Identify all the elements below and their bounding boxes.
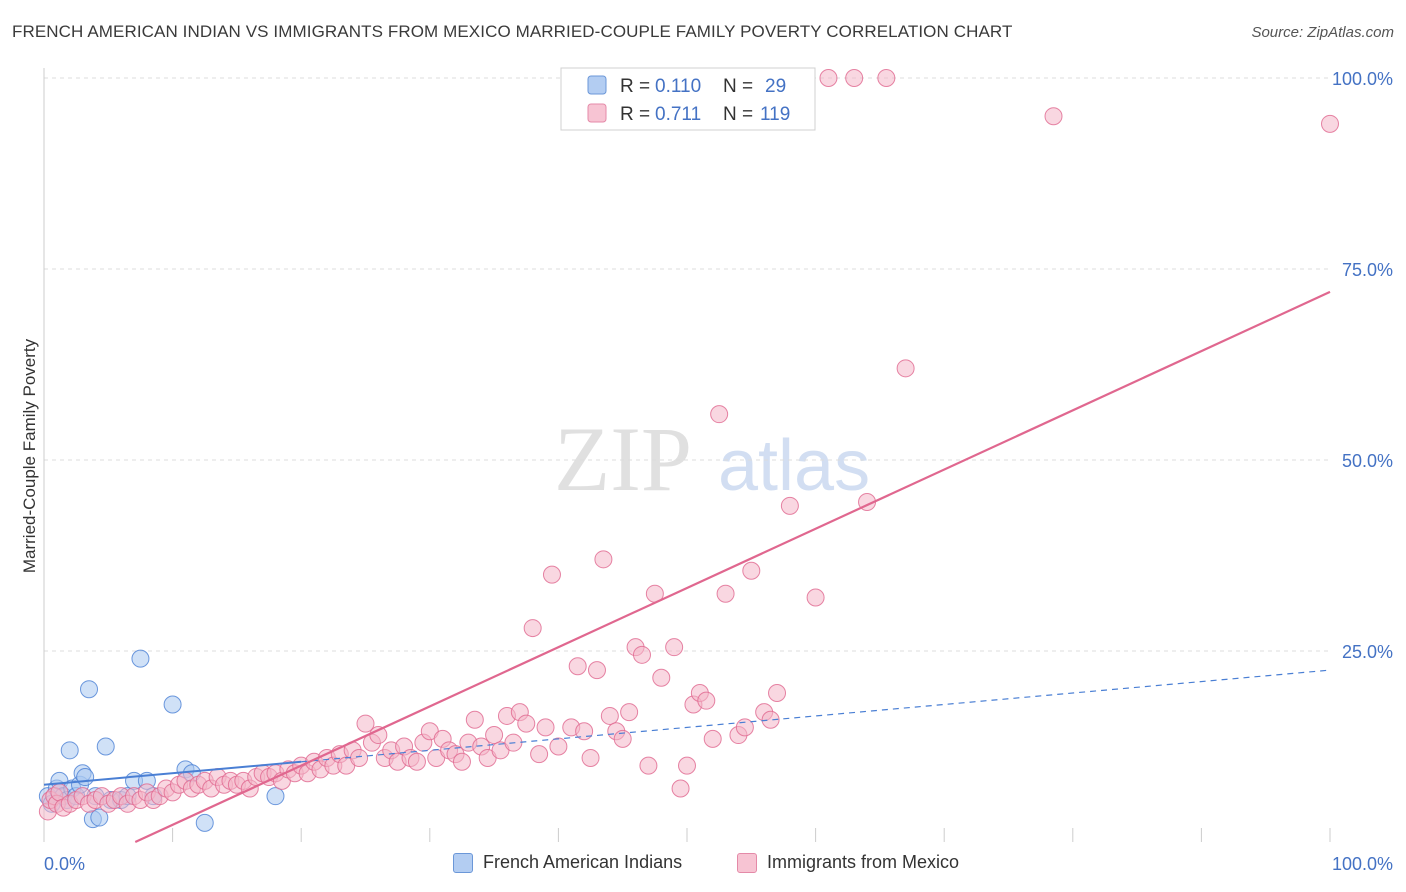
tick-labels: 25.0% 50.0% 75.0% 100.0% 0.0% 100.0% — [44, 69, 1393, 874]
trend-line-immigrants-from-mexico — [134, 290, 1331, 843]
legend-swatch-french-american-indians — [453, 852, 473, 873]
correlation-legend: R = 0.110 N = 29 R = 0.711 N = 119 — [560, 67, 816, 131]
watermark-zip: ZIP — [554, 408, 692, 510]
point-immigrants-from-mexico-69 — [465, 710, 484, 729]
series-legend: French American Indians Immigrants from … — [0, 852, 1406, 878]
legend-n-value-blue: 29 — [765, 76, 786, 97]
point-immigrants-from-mexico-92 — [620, 703, 639, 722]
point-french-american-indians-6 — [60, 741, 79, 760]
point-french-american-indians-12 — [80, 680, 99, 699]
point-immigrants-from-mexico-118 — [845, 69, 864, 87]
y-tick-label-25: 25.0% — [1342, 642, 1393, 662]
watermark-atlas: atlas — [718, 426, 870, 506]
trend-line-french-american-indians-solid — [43, 760, 302, 786]
point-immigrants-from-mexico-79 — [530, 745, 549, 764]
point-french-american-indians-16 — [96, 737, 115, 756]
point-immigrants-from-mexico-51 — [350, 748, 369, 767]
point-immigrants-from-mexico-99 — [671, 779, 690, 798]
point-immigrants-from-mexico-97 — [652, 668, 671, 687]
point-immigrants-from-mexico-81 — [542, 565, 561, 584]
point-immigrants-from-mexico-95 — [639, 756, 658, 775]
point-immigrants-from-mexico-104 — [703, 729, 722, 748]
source-label: Source: ZipAtlas.com — [1251, 24, 1394, 41]
chart-title: FRENCH AMERICAN INDIAN VS IMMIGRANTS FRO… — [12, 22, 1013, 41]
point-french-american-indians-24 — [163, 695, 182, 714]
point-immigrants-from-mexico-121 — [1321, 114, 1339, 133]
point-immigrants-from-mexico-119 — [877, 69, 896, 87]
legend-n-label-blue: N = — [723, 76, 753, 97]
gridlines — [44, 77, 1330, 652]
point-french-american-indians-27 — [195, 813, 214, 832]
trend-lines — [43, 290, 1331, 843]
point-immigrants-from-mexico-98 — [665, 638, 684, 657]
point-immigrants-from-mexico-111 — [768, 684, 787, 703]
legend-r-label-blue: R = — [620, 76, 650, 97]
point-immigrants-from-mexico-117 — [819, 69, 838, 87]
point-immigrants-from-mexico-80 — [536, 718, 555, 737]
point-immigrants-from-mexico-60 — [407, 752, 426, 771]
point-immigrants-from-mexico-77 — [517, 714, 536, 733]
legend-r-value-pink: 0.711 — [655, 104, 701, 125]
point-immigrants-from-mexico-105 — [716, 584, 735, 603]
point-immigrants-from-mexico-86 — [581, 748, 600, 767]
point-immigrants-from-mexico-84 — [568, 657, 587, 676]
point-immigrants-from-mexico-91 — [613, 729, 632, 748]
legend-r-label-pink: R = — [620, 104, 650, 125]
point-immigrants-from-mexico-85 — [575, 722, 594, 741]
point-immigrants-from-mexico-120 — [1044, 107, 1063, 126]
point-immigrants-from-mexico-115 — [896, 359, 915, 378]
point-french-american-indians-11 — [76, 768, 95, 787]
legend-item-french-american-indians: French American Indians — [453, 852, 682, 873]
point-immigrants-from-mexico-113 — [806, 588, 825, 607]
point-immigrants-from-mexico-116 — [710, 405, 729, 424]
legend-label-immigrants-from-mexico: Immigrants from Mexico — [767, 852, 960, 872]
legend-n-value-pink: 119 — [760, 104, 790, 125]
point-immigrants-from-mexico-108 — [742, 561, 761, 580]
point-french-american-indians-15 — [90, 808, 109, 827]
data-points — [38, 69, 1339, 832]
point-immigrants-from-mexico-52 — [356, 714, 375, 733]
legend-r-value-blue: 0.110 — [655, 76, 701, 97]
point-french-american-indians-28 — [266, 787, 285, 806]
point-immigrants-from-mexico-100 — [678, 756, 696, 775]
x-tick-label-0: 0.0% — [44, 854, 85, 874]
point-immigrants-from-mexico-88 — [594, 550, 613, 569]
axes — [43, 68, 1331, 842]
point-immigrants-from-mexico-78 — [523, 619, 542, 638]
legend-label-french-american-indians: French American Indians — [483, 852, 683, 872]
point-immigrants-from-mexico-103 — [697, 691, 716, 710]
point-immigrants-from-mexico-94 — [632, 645, 651, 664]
legend-swatch-immigrants-from-mexico — [737, 852, 757, 873]
point-immigrants-from-mexico-67 — [452, 752, 471, 771]
legend-swatch-blue — [587, 75, 607, 95]
point-immigrants-from-mexico-82 — [549, 737, 568, 756]
point-immigrants-from-mexico-72 — [485, 726, 504, 745]
point-french-american-indians-21 — [131, 649, 150, 668]
point-immigrants-from-mexico-87 — [587, 661, 606, 680]
trend-line-french-american-indians-dashed — [301, 669, 1331, 763]
point-immigrants-from-mexico-89 — [600, 706, 619, 725]
legend-item-immigrants-from-mexico: Immigrants from Mexico — [737, 852, 959, 873]
x-tick-label-100: 100.0% — [1332, 854, 1393, 874]
y-tick-label-75: 75.0% — [1342, 260, 1393, 280]
y-axis-label: Married-Couple Family Poverty — [20, 338, 39, 573]
legend-n-label-pink: N = — [723, 104, 753, 125]
y-tick-label-50: 50.0% — [1342, 451, 1393, 471]
y-tick-label-100: 100.0% — [1332, 69, 1393, 89]
point-immigrants-from-mexico-112 — [780, 496, 799, 515]
point-immigrants-from-mexico-110 — [761, 710, 780, 729]
legend-swatch-pink — [587, 103, 607, 123]
